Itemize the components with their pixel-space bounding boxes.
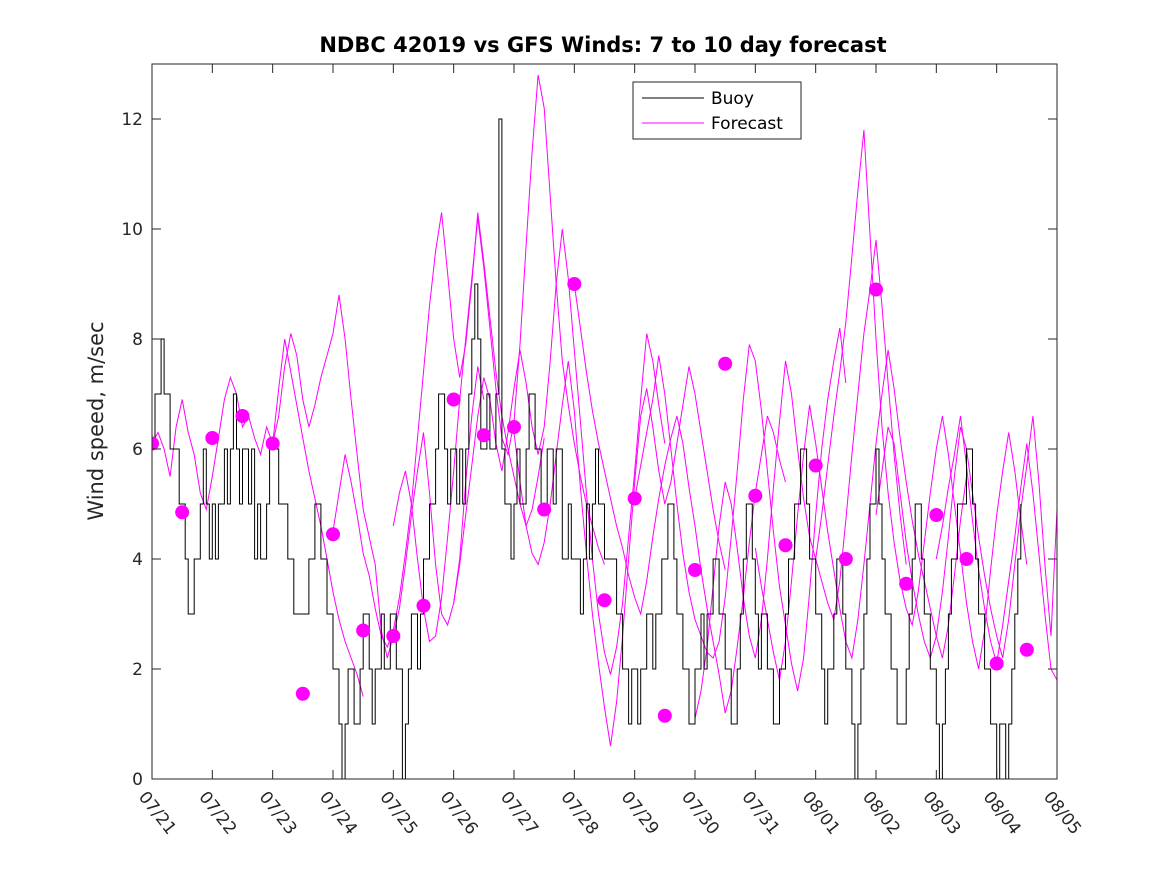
plot-area (152, 74, 1057, 779)
y-tick-label: 4 (132, 550, 143, 570)
forecast-marker-28 (989, 656, 1004, 671)
forecast-marker-23 (838, 552, 853, 566)
series-line-forecast-5 (453, 228, 666, 675)
y-tick-label: 10 (121, 220, 143, 240)
forecast-marker-2 (205, 431, 220, 445)
series-line-forecast-1 (152, 338, 364, 697)
series-line-buoy (152, 118, 1022, 779)
forecast-marker-21 (778, 538, 793, 553)
forecast-marker-11 (476, 428, 491, 443)
axes-box (151, 63, 1058, 780)
forecast-marker-15 (597, 593, 612, 608)
series-line-forecast-11 (815, 129, 1028, 670)
y-tick-label: 8 (132, 330, 143, 350)
y-tick-label: 12 (121, 110, 143, 130)
forecast-marker-14 (567, 277, 582, 291)
forecast-marker-27 (959, 552, 974, 566)
forecast-marker-1 (175, 505, 190, 520)
forecast-marker-29 (1019, 642, 1034, 657)
forecast-marker-8 (386, 629, 401, 643)
forecast-marker-9 (416, 598, 431, 613)
forecast-marker-25 (899, 576, 914, 591)
forecast-marker-16 (627, 491, 642, 506)
y-axis-label: Wind speed, m/sec (84, 321, 108, 520)
legend-label-forecast: Forecast (711, 114, 783, 134)
forecast-marker-24 (869, 282, 883, 297)
forecast-marker-19 (718, 356, 733, 371)
forecast-marker-4 (265, 436, 280, 451)
chart-title: NDBC 42019 vs GFS Winds: 7 to 10 day for… (319, 33, 886, 57)
forecast-marker-22 (808, 458, 823, 473)
forecast-marker-12 (507, 420, 521, 434)
series-line-forecast-8 (634, 327, 847, 692)
y-tick-label: 6 (132, 440, 143, 460)
forecast-marker-20 (748, 488, 763, 503)
forecast-marker-5 (295, 686, 310, 701)
y-tick-label: 0 (132, 770, 143, 790)
forecast-marker-18 (688, 563, 702, 577)
y-tick-label: 2 (132, 660, 143, 680)
series-line-forecast-10 (754, 349, 967, 681)
forecast-marker-3 (235, 409, 250, 423)
series-line-forecast-3 (332, 212, 545, 649)
forecast-marker-26 (929, 508, 944, 522)
series-line-forecast-4 (392, 74, 605, 643)
series-layer (152, 74, 1057, 779)
forecast-marker-13 (537, 502, 552, 517)
forecast-marker-17 (657, 708, 672, 723)
legend-box (632, 81, 802, 140)
forecast-marker-7 (356, 623, 371, 638)
series-line-forecast-2 (272, 294, 485, 659)
legend: Buoy Forecast (632, 81, 802, 140)
series-line-forecast-7 (573, 283, 786, 714)
forecast-marker-6 (326, 527, 340, 542)
forecast-marker-0 (152, 436, 159, 451)
legend-label-buoy: Buoy (711, 89, 754, 109)
forecast-marker-10 (446, 392, 461, 407)
